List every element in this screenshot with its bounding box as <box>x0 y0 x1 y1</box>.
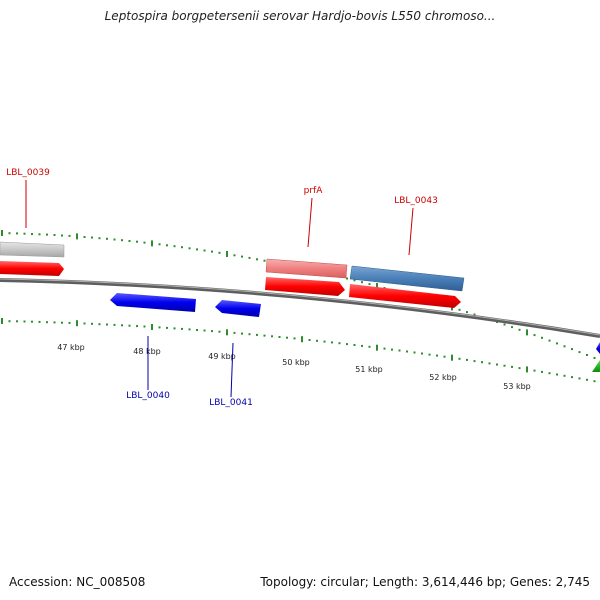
cds-lbl-0043[interactable] <box>349 284 461 308</box>
label-leader-line <box>307 197 313 248</box>
gene-label-lbl-0043[interactable]: LBL_0043 <box>394 196 438 206</box>
cds-edge-reverse[interactable] <box>596 342 600 354</box>
gene-label-prfa[interactable]: prfA <box>304 186 324 196</box>
gene-label-lbl-0039[interactable]: LBL_0039 <box>6 168 50 178</box>
kbp-scale-labels: 47 kbp 48 kbp 49 kbp 50 kbp 51 kbp 52 kbp 53 k… <box>57 343 531 391</box>
gene-label-lbl-0041[interactable]: LBL_0041 <box>209 398 253 408</box>
gene-prfa[interactable] <box>265 258 348 279</box>
inner-tick-track <box>1 318 596 383</box>
reverse-strand-features <box>110 293 600 372</box>
kbp-label: 52 kbp <box>429 373 457 382</box>
chromosome-backbone-highlight <box>0 278 600 336</box>
accession-text: Accession: NC_008508 <box>9 575 146 589</box>
kbp-label: 50 kbp <box>282 358 310 367</box>
label-leader-line <box>408 207 414 256</box>
kbp-label: 47 kbp <box>57 343 85 352</box>
kbp-label: 51 kbp <box>355 365 383 374</box>
gene-edge-green[interactable] <box>592 360 600 372</box>
cds-lbl-0041[interactable] <box>215 300 261 317</box>
forward-strand-features <box>0 241 465 308</box>
gene-lbl-0039[interactable] <box>0 241 65 258</box>
cds-lbl-0039[interactable] <box>0 261 64 276</box>
outer-tick-track <box>1 230 596 359</box>
kbp-label: 53 kbp <box>503 382 531 391</box>
gene-label-lbl-0040[interactable]: LBL_0040 <box>126 391 170 401</box>
map-title: Leptospira borgpetersenii serovar Hardjo… <box>104 9 496 23</box>
topology-text: Topology: circular; Length: 3,614,446 bp… <box>260 575 590 589</box>
gene-label-layer: LBL_0039 LBL_0040 LBL_0041 prfA LBL_0043 <box>6 168 438 408</box>
label-leader-line <box>230 342 234 398</box>
gene-lbl-0043[interactable] <box>349 265 465 292</box>
chromosome-backbone <box>0 278 600 338</box>
kbp-label: 48 kbp <box>133 347 161 356</box>
cds-prfa[interactable] <box>265 277 345 296</box>
cds-lbl-0040[interactable] <box>110 293 196 312</box>
kbp-label: 49 kbp <box>208 352 236 361</box>
